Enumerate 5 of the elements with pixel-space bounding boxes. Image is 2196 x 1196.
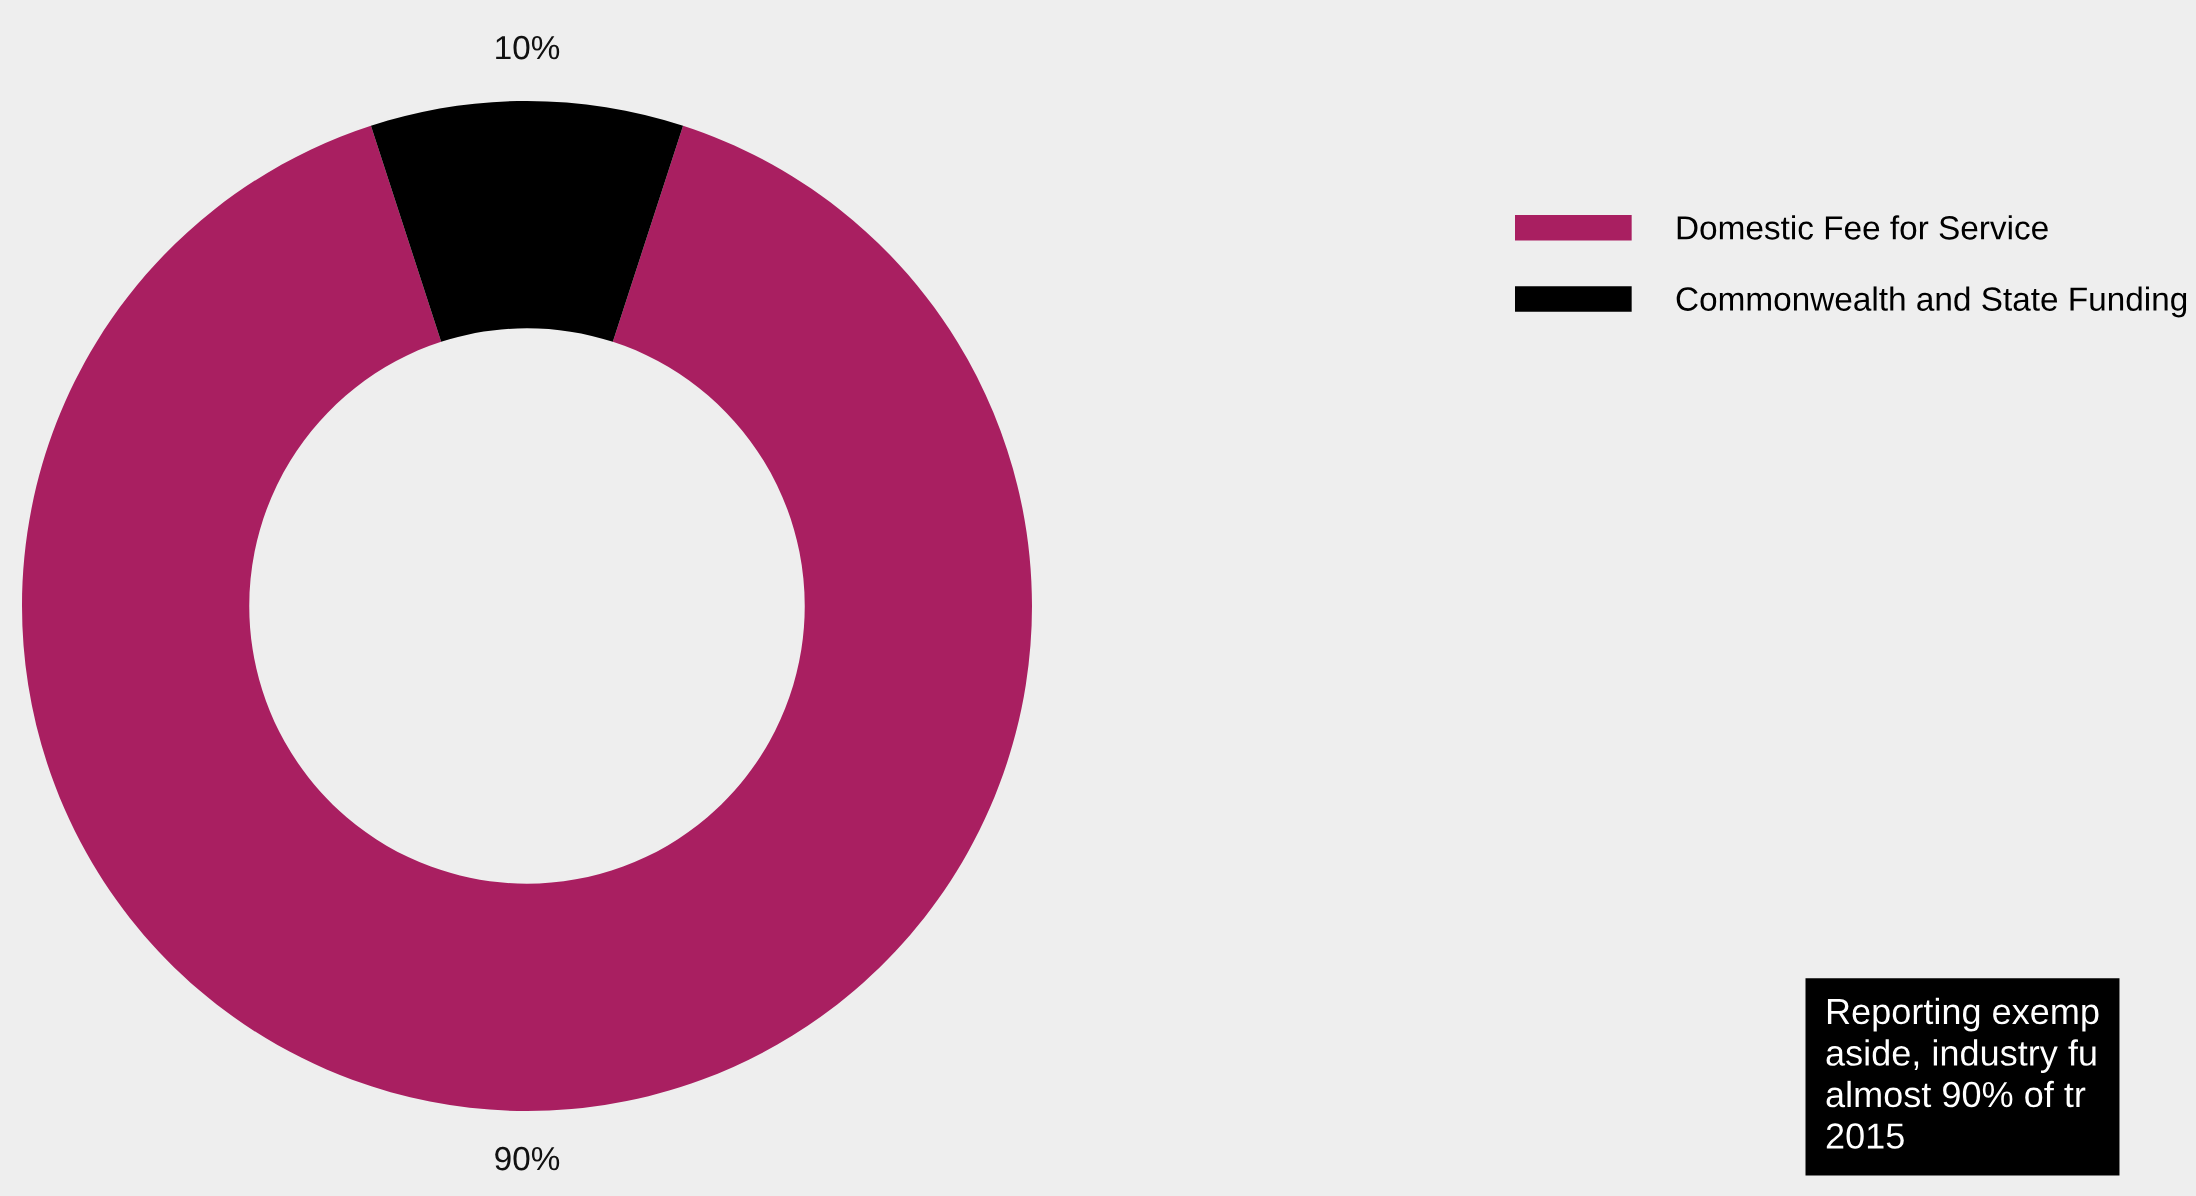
- legend-label: Domestic Fee for Service: [1677, 215, 2048, 240]
- data-label: 10%: [496, 35, 560, 60]
- legend-label: Commonwealth and State Funding: [1676, 286, 2187, 318]
- text: Reporting exemp aside, industry fu almost 90% of tr 2015: [1826, 997, 2099, 1149]
- data-label: 90%: [495, 1146, 560, 1171]
